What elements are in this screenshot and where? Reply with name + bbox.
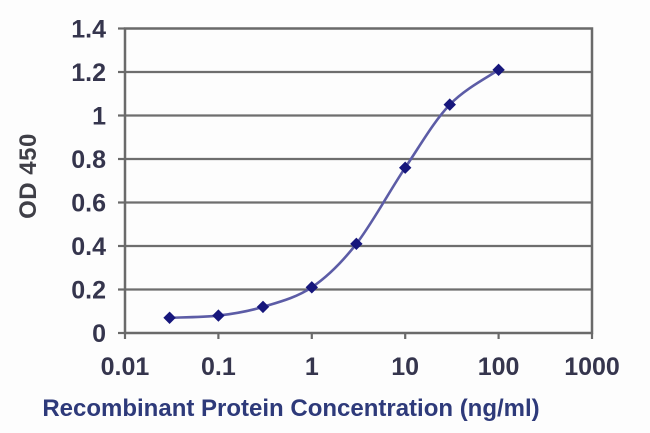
data-point-marker [398, 161, 412, 174]
data-point-marker [492, 63, 505, 77]
x-tick-label: 1 [305, 353, 319, 381]
data-point-marker [212, 309, 225, 322]
x-tick-label: 100 [478, 353, 520, 381]
data-point-marker [256, 300, 270, 314]
y-tick-label: 0 [92, 320, 106, 348]
y-tick-label: 0.4 [71, 233, 106, 261]
y-tick-label: 1 [92, 103, 106, 131]
y-axis-title: OD 450 [15, 133, 42, 219]
x-tick-label: 0.1 [201, 353, 236, 381]
data-point-marker [443, 98, 456, 111]
data-point-marker [350, 237, 363, 251]
x-tick-label: 10 [391, 353, 419, 381]
y-tick-label: 0.8 [71, 146, 106, 174]
y-tick-label: 1.4 [71, 16, 106, 44]
y-tick-label: 0.6 [71, 190, 106, 218]
series-line [169, 68, 500, 320]
y-tick-label: 0.2 [71, 277, 106, 305]
data-point-marker [163, 311, 176, 324]
x-tick-label: 0.01 [101, 353, 150, 381]
x-tick-label: 1000 [564, 353, 620, 381]
data-point-marker [305, 281, 319, 294]
plot-frame [123, 27, 594, 335]
x-axis-title: Recombinant Protein Concentration (ng/ml… [42, 395, 540, 422]
y-tick-label: 1.2 [71, 59, 106, 87]
